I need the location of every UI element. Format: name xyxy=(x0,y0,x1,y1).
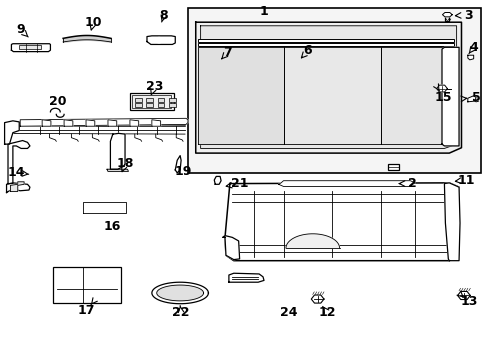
Bar xyxy=(157,98,164,102)
Polygon shape xyxy=(436,85,447,92)
Polygon shape xyxy=(457,292,469,300)
Polygon shape xyxy=(285,234,339,248)
Text: 24: 24 xyxy=(279,306,297,319)
Polygon shape xyxy=(442,13,451,17)
Bar xyxy=(198,43,453,45)
Polygon shape xyxy=(86,120,95,126)
Text: 10: 10 xyxy=(84,16,102,29)
Text: 15: 15 xyxy=(434,91,451,104)
Bar xyxy=(130,93,173,110)
Polygon shape xyxy=(152,282,208,304)
Polygon shape xyxy=(8,140,30,184)
Text: 13: 13 xyxy=(459,296,476,309)
Bar xyxy=(168,103,175,107)
Text: 1: 1 xyxy=(259,5,268,18)
Polygon shape xyxy=(222,235,239,260)
Bar xyxy=(19,45,41,49)
Polygon shape xyxy=(4,121,19,144)
Polygon shape xyxy=(441,47,458,146)
Text: 2: 2 xyxy=(407,177,416,190)
Polygon shape xyxy=(42,120,51,126)
Text: 21: 21 xyxy=(230,177,248,190)
Text: 3: 3 xyxy=(464,9,472,22)
Polygon shape xyxy=(147,36,175,44)
Bar xyxy=(198,39,453,42)
Polygon shape xyxy=(200,26,456,148)
Polygon shape xyxy=(228,273,264,282)
Bar xyxy=(146,103,153,107)
Polygon shape xyxy=(64,120,73,126)
Bar xyxy=(157,103,164,107)
Bar xyxy=(53,267,121,303)
Polygon shape xyxy=(110,134,125,169)
Bar xyxy=(445,15,448,21)
Polygon shape xyxy=(311,295,324,303)
Polygon shape xyxy=(20,118,187,126)
Polygon shape xyxy=(380,47,444,144)
Polygon shape xyxy=(157,285,203,301)
Polygon shape xyxy=(195,22,461,153)
Polygon shape xyxy=(467,55,473,60)
Text: 18: 18 xyxy=(116,157,133,170)
Text: 7: 7 xyxy=(223,46,231,59)
Polygon shape xyxy=(224,183,458,261)
Polygon shape xyxy=(283,47,380,144)
Polygon shape xyxy=(10,182,24,192)
Bar xyxy=(146,98,153,102)
Text: 11: 11 xyxy=(457,174,474,186)
Polygon shape xyxy=(467,96,475,102)
Text: 16: 16 xyxy=(103,220,121,233)
Text: 14: 14 xyxy=(7,166,25,179)
Bar xyxy=(168,98,175,102)
Text: 12: 12 xyxy=(318,306,335,319)
Polygon shape xyxy=(11,44,50,51)
Polygon shape xyxy=(198,47,283,144)
Polygon shape xyxy=(152,120,160,126)
Polygon shape xyxy=(175,156,181,173)
Text: 23: 23 xyxy=(145,80,163,93)
Polygon shape xyxy=(214,176,221,184)
Bar xyxy=(188,8,480,173)
Bar xyxy=(387,164,398,170)
Polygon shape xyxy=(6,183,30,193)
Polygon shape xyxy=(444,183,459,261)
Text: 8: 8 xyxy=(160,9,168,22)
Bar xyxy=(132,95,171,108)
Text: 5: 5 xyxy=(471,91,480,104)
Polygon shape xyxy=(108,120,117,126)
Text: 4: 4 xyxy=(468,41,477,54)
Polygon shape xyxy=(130,120,139,126)
Text: 22: 22 xyxy=(172,306,189,319)
Bar xyxy=(135,103,142,107)
Text: 6: 6 xyxy=(303,44,311,57)
Bar xyxy=(135,98,142,102)
Text: 9: 9 xyxy=(16,23,24,36)
Circle shape xyxy=(155,37,163,43)
Text: 19: 19 xyxy=(175,165,192,177)
Text: 20: 20 xyxy=(49,95,67,108)
Polygon shape xyxy=(278,181,414,186)
Polygon shape xyxy=(107,169,128,171)
Text: 17: 17 xyxy=(77,305,95,318)
